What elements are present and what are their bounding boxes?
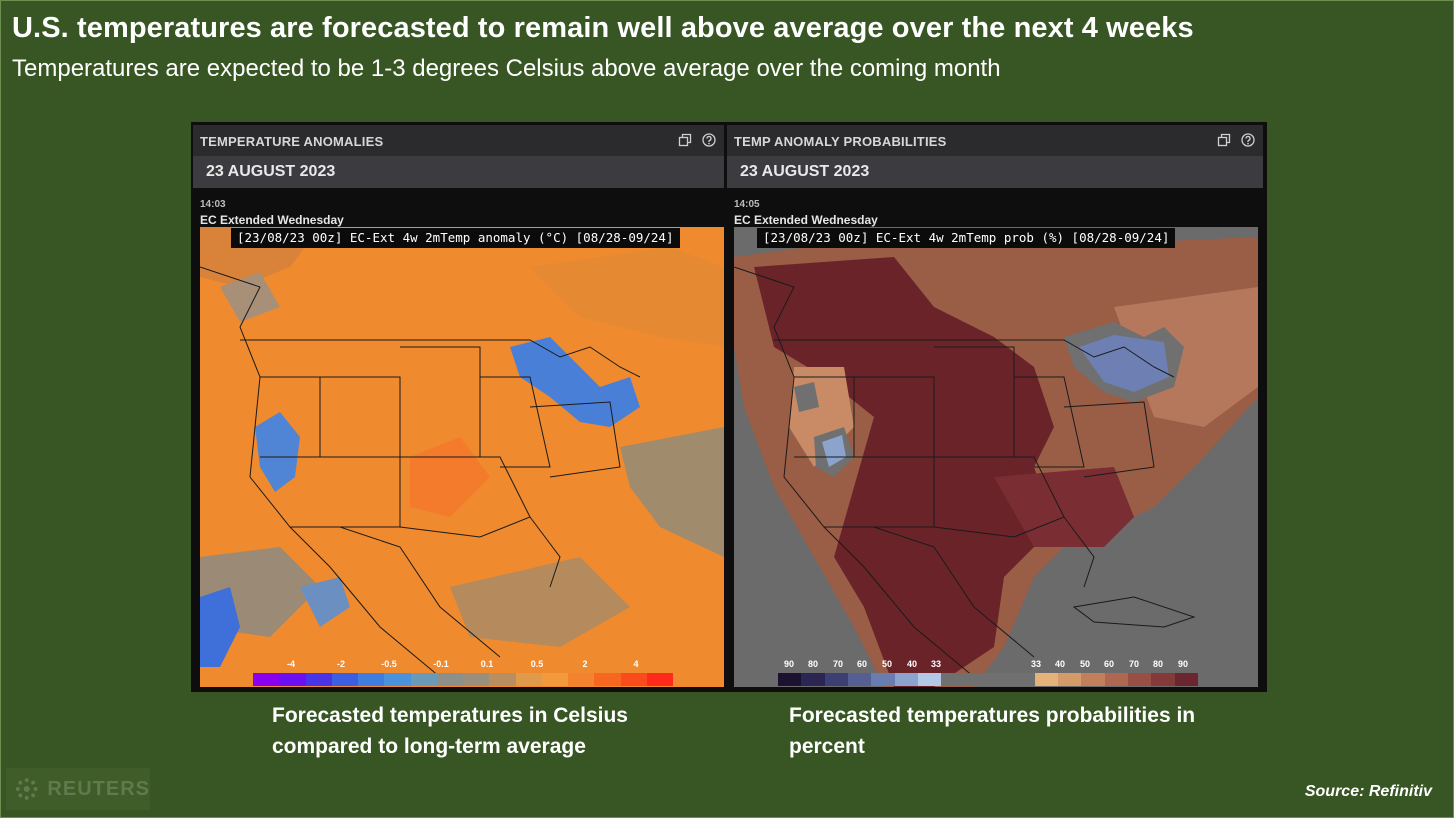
panel-date: 23 AUGUST 2023 (206, 163, 336, 180)
right-map-caption: Forecasted temperatures probabilities in… (789, 704, 1196, 758)
scale-swatch (410, 673, 437, 686)
panel-date-bar: 23 AUGUST 2023 (727, 156, 1263, 188)
scale-swatch (1174, 673, 1198, 686)
map-product-label: [23/08/23 00z] EC-Ext 4w 2mTemp anomaly … (231, 228, 680, 248)
scale-swatch (279, 673, 306, 686)
scale-tick-label: 70 (832, 659, 844, 669)
scale-tick-label: 70 (1128, 659, 1140, 669)
scale-tick-label: -2 (336, 659, 346, 669)
scale-tick-label: 0.1 (480, 659, 494, 669)
panel-title: TEMP ANOMALY PROBABILITIES (734, 134, 947, 149)
scale-swatch (987, 673, 1012, 686)
scale-swatch (489, 673, 516, 686)
probability-map (734, 227, 1258, 687)
scale-swatch (253, 673, 280, 686)
scale-tick-label: 40 (906, 659, 918, 669)
panel-header: TEMPERATURE ANOMALIES (193, 125, 724, 156)
scale-swatch (568, 673, 595, 686)
scale-swatch (620, 673, 647, 686)
chart-title: U.S. temperatures are forecasted to rema… (12, 12, 1194, 44)
scale-swatch (941, 673, 965, 686)
scale-tick-label: 80 (807, 659, 819, 669)
scale-tick-label: 2 (582, 659, 588, 669)
reuters-dots-icon (15, 778, 38, 800)
scale-tick-label: -0.1 (433, 659, 449, 669)
chart-subtitle: Temperatures are expected to be 1-3 degr… (12, 55, 1001, 82)
scale-swatch (824, 673, 848, 686)
scale-tick-label: 80 (1152, 659, 1164, 669)
panel-model-name: EC Extended Wednesday (734, 213, 878, 227)
anomaly-map (200, 227, 724, 687)
scale-tick-label: 50 (1079, 659, 1091, 669)
scale-swatch (871, 673, 895, 686)
scale-tick-label: -0.5 (381, 659, 397, 669)
scale-tick-label: 40 (1054, 659, 1066, 669)
scale-swatch (1057, 673, 1082, 686)
logo-text: REUTERS (47, 777, 150, 800)
scale-tick-label: 60 (856, 659, 868, 669)
scale-swatch (1034, 673, 1058, 686)
map-screenshot-container: TEMPERATURE ANOMALIES 23 AUGUST 2023 14:… (191, 122, 1267, 692)
reuters-logo: REUTERS (6, 768, 150, 810)
temperature-anomalies-panel: TEMPERATURE ANOMALIES 23 AUGUST 2023 14:… (193, 122, 724, 692)
scale-tick-label: 50 (881, 659, 893, 669)
scale-swatch (964, 673, 988, 686)
panel-time: 14:05 (734, 199, 760, 210)
panel-model-name: EC Extended Wednesday (200, 213, 344, 227)
scale-tick-label: 33 (930, 659, 942, 669)
panel-time: 14:03 (200, 199, 226, 210)
panel-header: TEMP ANOMALY PROBABILITIES (727, 125, 1263, 156)
scale-tick-label: 33 (1030, 659, 1042, 669)
popout-icon[interactable] (678, 133, 692, 147)
scale-tick-label: 90 (783, 659, 795, 669)
scale-swatch (358, 673, 385, 686)
scale-swatch (384, 673, 411, 686)
scale-swatch (436, 673, 463, 686)
scale-swatch (917, 673, 942, 686)
scale-swatch (331, 673, 358, 686)
popout-icon[interactable] (1217, 133, 1231, 147)
panel-date-bar: 23 AUGUST 2023 (193, 156, 724, 188)
scale-swatch (515, 673, 542, 686)
panel-title: TEMPERATURE ANOMALIES (200, 134, 384, 149)
scale-swatch (305, 673, 332, 686)
panel-date: 23 AUGUST 2023 (740, 163, 870, 180)
scale-tick-label: -4 (286, 659, 296, 669)
probability-color-scale (778, 673, 1198, 686)
scale-swatch (1081, 673, 1105, 686)
scale-tick-label: 4 (633, 659, 639, 669)
scale-swatch (1104, 673, 1128, 686)
map-product-label: [23/08/23 00z] EC-Ext 4w 2mTemp prob (%)… (757, 228, 1176, 248)
scale-swatch (463, 673, 490, 686)
scale-swatch (646, 673, 673, 686)
scale-swatch (801, 673, 825, 686)
scale-swatch (1011, 673, 1035, 686)
scale-swatch (1151, 673, 1175, 686)
anomaly-color-scale (253, 673, 673, 686)
left-map-caption: Forecasted temperatures in Celsius compa… (272, 704, 628, 758)
scale-swatch (847, 673, 872, 686)
scale-swatch (541, 673, 568, 686)
source-note: Source: Refinitiv (1304, 783, 1432, 800)
scale-tick-label: 90 (1177, 659, 1189, 669)
scale-tick-label: 60 (1103, 659, 1115, 669)
help-icon[interactable] (702, 133, 716, 147)
scale-swatch (894, 673, 918, 686)
scale-swatch (594, 673, 621, 686)
scale-swatch (1127, 673, 1152, 686)
temp-anomaly-probabilities-panel: TEMP ANOMALY PROBABILITIES 23 AUGUST 202… (727, 122, 1263, 692)
scale-swatch (778, 673, 802, 686)
scale-tick-label: 0.5 (530, 659, 544, 669)
help-icon[interactable] (1241, 133, 1255, 147)
